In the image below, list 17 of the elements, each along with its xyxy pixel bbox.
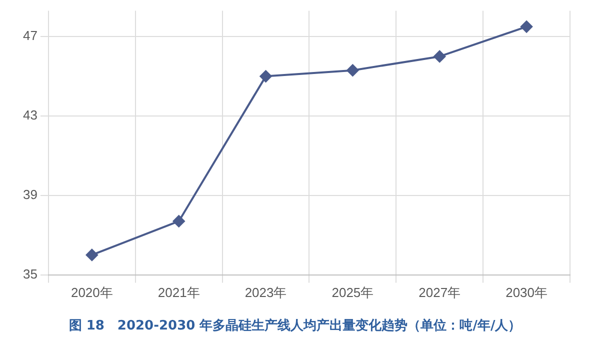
point bbox=[346, 64, 359, 76]
x-tick-label: 2020年 bbox=[70, 285, 113, 300]
y-tick-label: 35 bbox=[22, 266, 38, 282]
x-tick-label: 2025年 bbox=[332, 285, 374, 300]
point bbox=[434, 50, 446, 62]
point bbox=[172, 215, 185, 228]
x-tick-label: 2023年 bbox=[244, 285, 287, 300]
y-tick-label: 39 bbox=[22, 186, 38, 202]
point bbox=[260, 70, 272, 82]
point bbox=[520, 20, 533, 33]
y-tick-label: 47 bbox=[22, 28, 38, 44]
y-tick-label: 43 bbox=[22, 108, 38, 123]
point bbox=[86, 248, 98, 261]
x-tick-label: 2021年 bbox=[158, 285, 200, 300]
x-tick-label: 2027年 bbox=[418, 285, 461, 300]
text: 图 18 2020-2030 年多晶硅生产线人均产出量变化趋势（单位：吨/年/人） bbox=[68, 318, 522, 334]
x-tick-label: 2030年 bbox=[506, 285, 548, 300]
